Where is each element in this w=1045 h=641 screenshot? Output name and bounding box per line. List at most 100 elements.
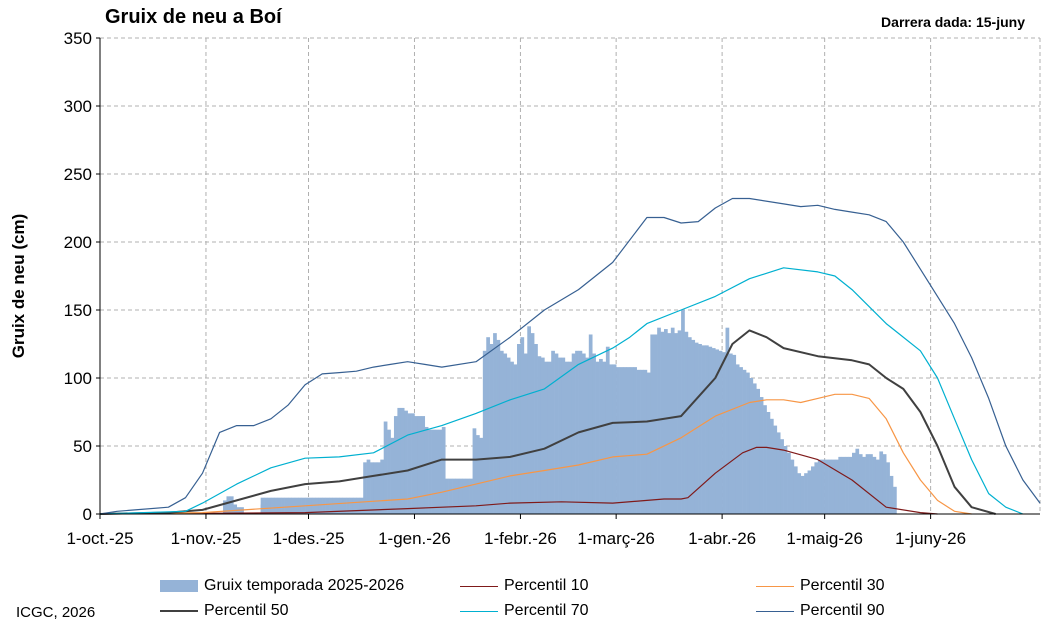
snow-depth-bar: [445, 478, 449, 514]
snow-depth-bar: [664, 329, 668, 514]
snow-depth-bar: [821, 459, 825, 514]
snow-depth-bar: [264, 497, 268, 514]
snow-depth-bar: [653, 334, 658, 514]
snow-depth-bar: [746, 372, 750, 514]
x-tick-label: 1-gen.-26: [378, 529, 451, 548]
snow-depth-bar: [517, 344, 521, 514]
snow-depth-bar: [616, 367, 620, 514]
snow-depth-bar: [684, 331, 689, 514]
snow-depth-bar: [739, 367, 743, 514]
snow-depth-bar: [715, 349, 719, 514]
snow-depth-bar: [455, 478, 460, 514]
legend-swatch-bar: [160, 580, 198, 592]
snow-depth-bar: [452, 478, 456, 514]
snow-depth-bar: [595, 361, 600, 514]
snow-depth-bar: [397, 407, 402, 514]
x-tick-label: 1-maig-26: [786, 529, 863, 548]
snow-depth-bar: [646, 372, 651, 514]
y-tick-label: 0: [83, 505, 92, 524]
y-tick-label: 350: [64, 29, 92, 48]
snow-depth-bar: [879, 451, 884, 514]
snow-depth-bar: [845, 456, 849, 514]
snow-depth-bar: [383, 421, 388, 514]
legend-label: Percentil 50: [204, 602, 289, 619]
snow-depth-bar: [780, 439, 784, 514]
snow-depth-bar: [407, 413, 412, 514]
x-tick-label: 1-abr.-26: [688, 529, 756, 548]
legend-item: Percentil 30: [756, 574, 885, 598]
snow-depth-bar: [612, 364, 617, 514]
y-axis-label: Gruix de neu (cm): [9, 214, 28, 359]
series-line-percentil-10: [99, 446, 938, 515]
snow-depth-bar: [776, 432, 781, 514]
snow-depth-bar: [831, 459, 836, 514]
snow-depth-bar: [458, 478, 463, 514]
snow-depth-bar: [828, 459, 832, 514]
series-line-percentil-30: [99, 393, 972, 515]
snow-depth-bar: [865, 454, 870, 514]
snow-depth-bar: [493, 333, 497, 514]
snow-depth-bar: [223, 500, 227, 514]
snow-depth-bar: [472, 428, 477, 514]
snow-depth-bar: [431, 429, 436, 514]
snow-depth-bar: [506, 357, 511, 514]
snow-depth-bar: [752, 383, 757, 514]
snow-depth-bar: [393, 416, 398, 514]
snow-depth-bar: [376, 462, 381, 514]
snow-depth-bar: [817, 459, 822, 514]
tick-labels: 0 50 100 150 200 250 300 350 1-oct.-25 1-nov.-25 1…: [64, 29, 966, 548]
y-tick-label: 50: [73, 437, 92, 456]
x-tick-label: 1-juny-26: [895, 529, 966, 548]
snow-depth-bar: [527, 326, 531, 514]
snow-depth-bar: [260, 497, 265, 514]
snow-depth-bar: [592, 353, 596, 514]
percentile-lines: [99, 197, 1041, 515]
snow-depth-bar: [229, 496, 234, 514]
legend-item: Percentil 70: [460, 599, 589, 623]
snow-depth-bar: [510, 361, 514, 514]
snow-depth-bar: [523, 353, 528, 514]
snow-depth-bar: [636, 369, 641, 514]
snow-depth-bar: [561, 357, 566, 514]
credit-label: ICGC, 2026: [16, 604, 96, 621]
snow-depth-bar: [629, 367, 634, 514]
legend-swatch-line: [756, 585, 794, 587]
snow-depth-bar: [558, 357, 562, 514]
series-line-percentil-90: [99, 197, 1041, 515]
snow-depth-bar: [773, 425, 778, 514]
snow-depth-bar: [476, 435, 480, 514]
legend-label: Percentil 90: [800, 602, 885, 619]
snow-depth-bar: [342, 497, 347, 514]
x-tick-label: 1-des.-25: [273, 529, 345, 548]
snow-depth-bar: [356, 497, 361, 514]
snow-depth-bar: [722, 352, 726, 514]
legend-item: Percentil 50: [160, 599, 289, 623]
snow-depth-bar: [547, 361, 552, 514]
snow-depth-bar: [893, 486, 897, 514]
snow-depth-bar: [889, 475, 894, 514]
snow-depth-bar: [705, 345, 709, 514]
snow-depth-bar: [681, 310, 685, 514]
x-tick-label: 1-febr.-26: [484, 529, 557, 548]
snow-depth-bar: [404, 410, 408, 514]
snow-depth-bar: [585, 357, 590, 514]
snow-depth-bar: [711, 348, 716, 514]
snow-depth-bar: [742, 369, 747, 514]
chart-title: Gruix de neu a Boí: [105, 6, 282, 28]
snow-depth-bar: [670, 327, 675, 514]
snow-depth-bar: [469, 478, 473, 514]
snow-depth-bar: [270, 497, 275, 514]
snow-depth-bar: [769, 418, 774, 514]
snow-depth-bar: [318, 497, 323, 514]
snow-depth-bar: [763, 405, 767, 514]
snow-depth-bar: [380, 459, 385, 514]
snow-depth-bar: [783, 446, 788, 514]
snow-depth-bar: [359, 497, 364, 514]
snow-depth-bar: [756, 388, 761, 514]
snow-depth-bar: [626, 367, 631, 514]
snow-depth-bar: [540, 357, 545, 514]
snow-depth-bar: [284, 497, 289, 514]
snow-depth-bar: [496, 339, 501, 514]
snow-depth-bar: [513, 364, 518, 514]
snow-depth-bar: [277, 497, 282, 514]
